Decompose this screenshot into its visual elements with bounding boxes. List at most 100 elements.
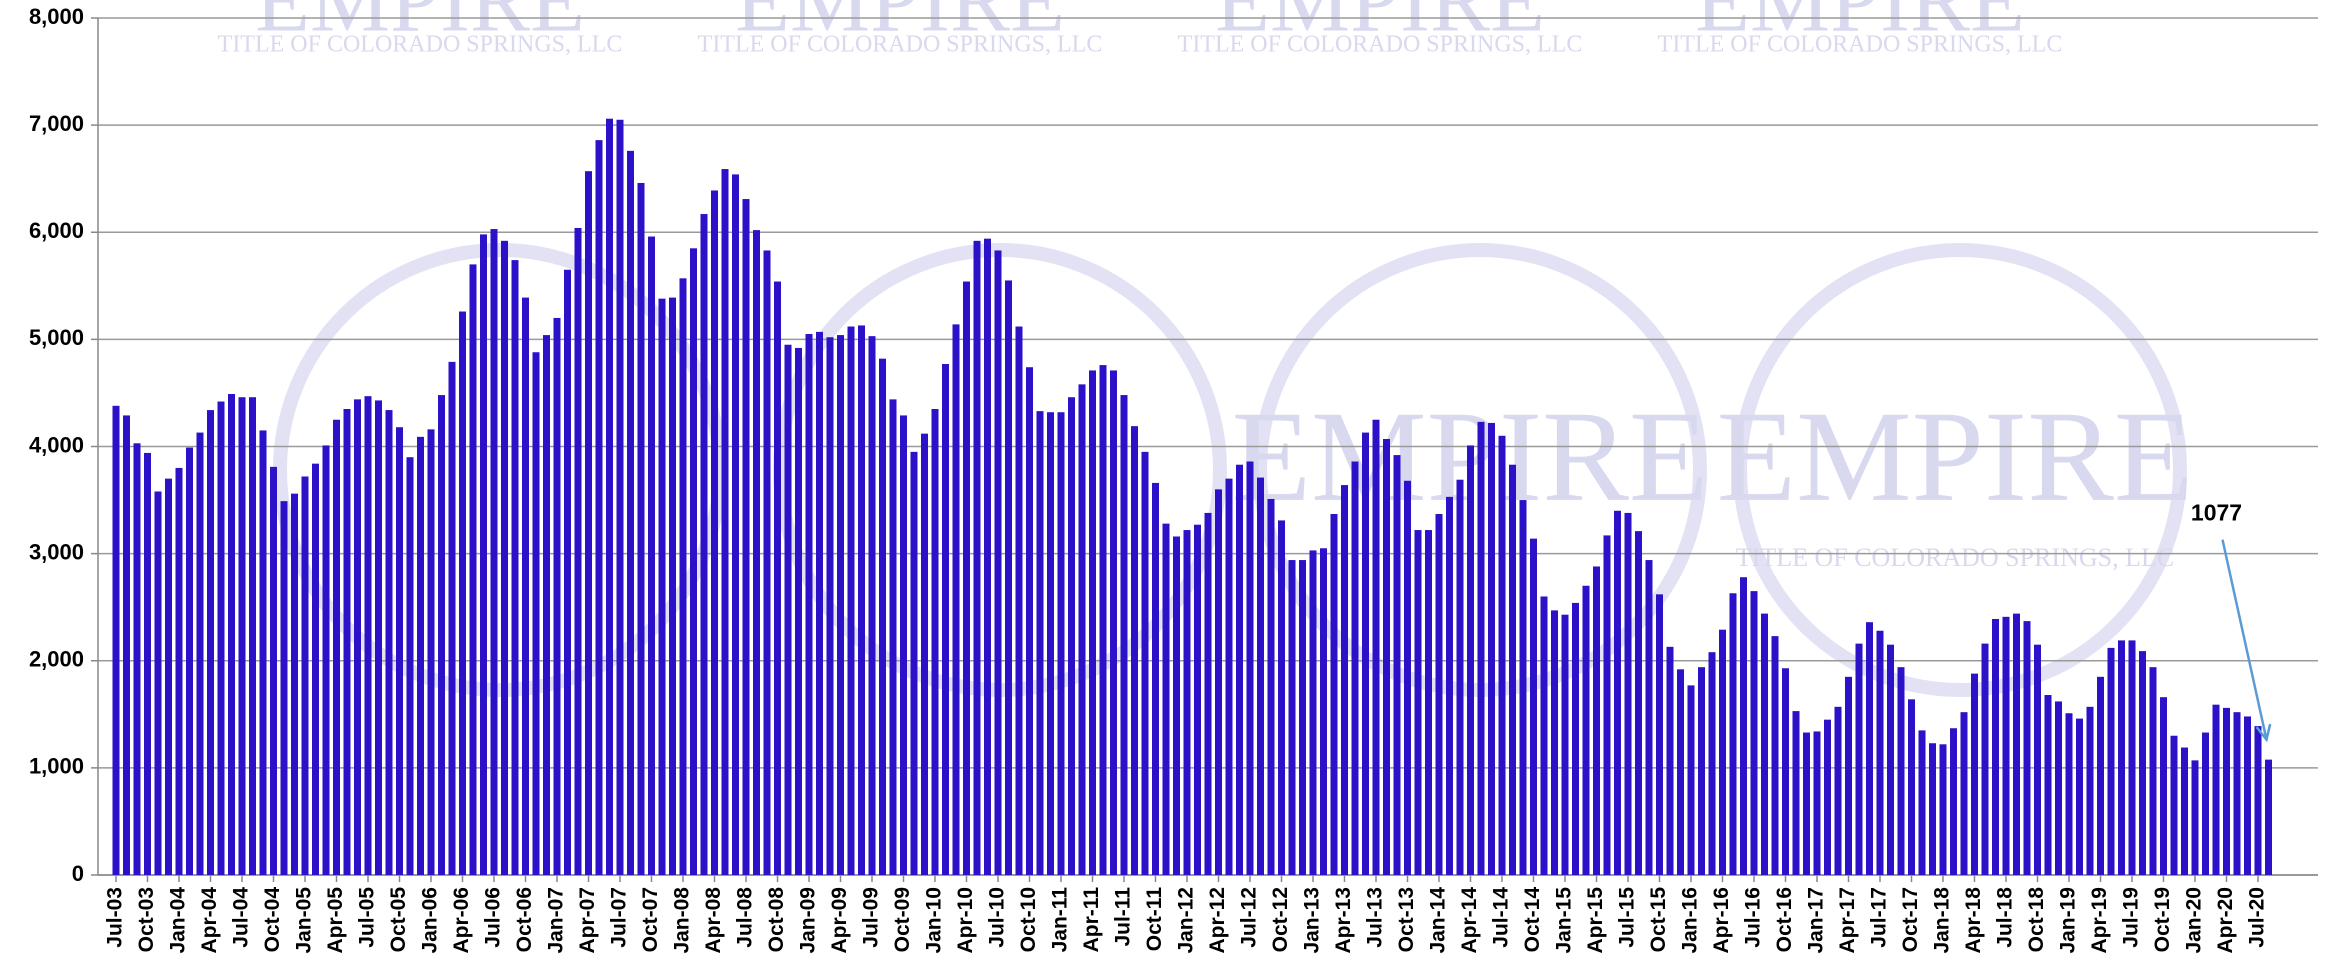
- x-tick-label: Jul-20: [2246, 887, 2269, 948]
- x-tick-label: Jan-10: [923, 887, 946, 954]
- bar: [774, 281, 781, 876]
- bar: [438, 395, 445, 875]
- x-tick-label: Apr-09: [828, 887, 851, 954]
- bar: [1435, 513, 1443, 875]
- bar: [312, 463, 319, 875]
- bar: [1698, 667, 1705, 875]
- bar: [406, 457, 414, 875]
- bar: [1908, 699, 1915, 875]
- bar: [1593, 566, 1600, 875]
- bar: [553, 317, 561, 875]
- x-tick-label: Apr-10: [954, 887, 977, 954]
- x-tick-label: Oct-18: [2025, 887, 2048, 953]
- bar: [1624, 512, 1632, 875]
- bar: [2107, 647, 2115, 875]
- x-tick-label: Oct-12: [1269, 887, 1292, 952]
- bar: [217, 401, 225, 875]
- bar: [259, 430, 267, 875]
- x-tick-label: Apr-05: [324, 887, 347, 954]
- bar: [1603, 535, 1611, 875]
- bar: [585, 171, 592, 876]
- bar: [658, 298, 666, 876]
- bar: [1729, 593, 1737, 875]
- bar: [910, 451, 918, 875]
- bar: [637, 182, 645, 875]
- bar: [1036, 411, 1044, 875]
- bar: [879, 358, 886, 876]
- bar: [1677, 669, 1684, 875]
- y-tick-label: 6,000: [29, 218, 84, 243]
- y-tick-label: 4,000: [29, 432, 84, 457]
- bar: [469, 264, 477, 875]
- bar: [385, 410, 393, 875]
- bar: [1299, 560, 1306, 875]
- bar: [112, 405, 120, 875]
- bar: [1215, 489, 1222, 875]
- bar: [196, 432, 204, 875]
- bar: [1582, 585, 1590, 875]
- x-tick-label: Jan-11: [1049, 887, 1072, 953]
- bar: [1887, 644, 1894, 875]
- bar: [2202, 732, 2209, 875]
- bar: [532, 352, 540, 876]
- bar: [2034, 644, 2041, 875]
- bar: [1824, 719, 1831, 875]
- bar: [805, 334, 813, 875]
- bar: [2170, 735, 2178, 875]
- x-tick-label: Jul-04: [230, 887, 253, 948]
- bar: [2076, 718, 2083, 875]
- bar: [1708, 652, 1716, 875]
- bar: [1341, 485, 1348, 875]
- bar: [501, 240, 508, 875]
- annotation-arrow: [2221, 539, 2268, 740]
- bar: [721, 169, 729, 875]
- bar: [1761, 613, 1768, 875]
- x-tick-label: Apr-19: [2088, 887, 2111, 954]
- y-tick-label: 3,000: [29, 539, 84, 564]
- bar: [1068, 397, 1075, 875]
- x-tick-label: Oct-08: [765, 887, 788, 953]
- bar: [154, 491, 162, 875]
- bar: [1918, 730, 1926, 875]
- bar: [1845, 676, 1852, 875]
- bar: [1110, 370, 1117, 875]
- bar: [1194, 524, 1201, 875]
- bar: [480, 234, 487, 875]
- bar: [700, 214, 708, 875]
- bar: [1183, 530, 1191, 875]
- x-tick-label: Oct-14: [1521, 887, 1544, 953]
- bar: [2128, 640, 2136, 875]
- watermark-subtitle: TITLE OF COLORADO SPRINGS, LLC: [1736, 543, 2174, 572]
- bar: [2023, 621, 2031, 875]
- bar: [2254, 726, 2262, 875]
- bar: [574, 227, 582, 876]
- bar: [1488, 422, 1495, 875]
- bar: [1771, 636, 1779, 875]
- bar: [291, 493, 298, 875]
- bar: [364, 396, 372, 875]
- bar: [1047, 412, 1054, 875]
- x-tick-label: Jul-12: [1238, 887, 1261, 948]
- bar: [1635, 531, 1642, 875]
- bar: [1288, 560, 1296, 875]
- x-tick-label: Oct-04: [261, 887, 284, 953]
- x-tick-label: Apr-17: [1836, 887, 1859, 954]
- bar: [1509, 464, 1516, 875]
- x-tick-label: Jan-14: [1427, 887, 1450, 954]
- bar: [1929, 743, 1936, 875]
- bar: [753, 230, 760, 876]
- bar: [1897, 667, 1905, 875]
- x-tick-label: Jul-10: [986, 887, 1009, 948]
- x-tick-label: Oct-13: [1395, 887, 1418, 952]
- bar: [1992, 618, 1999, 875]
- bar: [1750, 591, 1758, 875]
- watermark-subtitle: TITLE OF COLORADO SPRINGS, LLC: [698, 32, 1103, 58]
- bar: [1005, 280, 1012, 875]
- x-tick-label: Jan-07: [545, 887, 568, 954]
- bar: [711, 190, 718, 875]
- watermark: EMPIRE EMPIRE EMPIRE EMPIRE TITLE OF COL…: [218, 0, 2193, 697]
- bar: [522, 297, 529, 875]
- bar: [1876, 630, 1884, 875]
- bar: [1414, 530, 1422, 875]
